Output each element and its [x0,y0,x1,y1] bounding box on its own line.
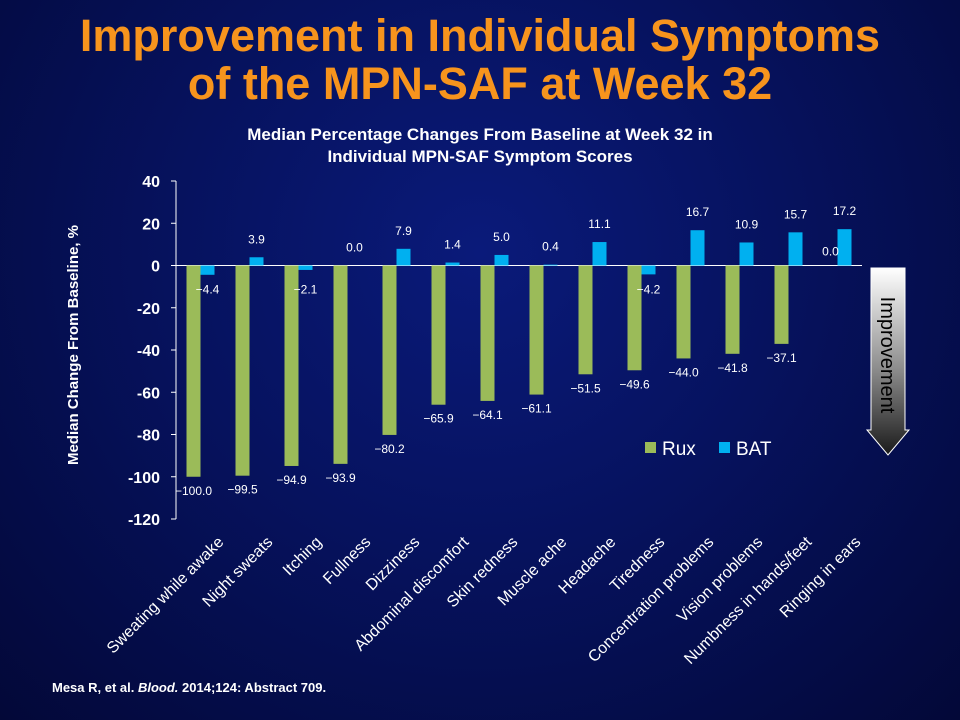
y-tick-label: -20 [137,301,160,318]
data-label-bat: 10.9 [735,217,759,231]
data-label-bat: 0.4 [542,240,559,254]
data-label-bat: −2.1 [294,283,318,297]
bar-bat [641,265,656,275]
bar-bat [445,262,460,266]
data-label-bat: 1.4 [444,238,461,252]
legend-label-rux: Rux [662,439,696,460]
data-label-bat: 15.7 [784,207,808,221]
y-tick-label: -100 [128,470,160,487]
data-label-rux: −80.2 [374,442,405,456]
y-tick-label: -120 [128,512,160,529]
y-axis-title: Median Change From Baseline, % [65,225,82,465]
data-label-rux: −93.9 [325,471,356,485]
data-label-rux: −49.6 [619,377,650,391]
bar-bat [739,242,754,266]
bar-rux [676,265,691,359]
bar-bat [690,230,705,266]
bar-bat [298,265,313,270]
bar-bat [788,232,803,266]
data-label-rux: −94.9 [276,473,307,487]
bar-bat [494,254,509,266]
data-label-rux: 0.0 [822,245,839,259]
bar-rux [774,265,789,344]
bar-rux [284,265,299,466]
data-label-bat: 11.1 [588,217,611,231]
slide-title: Improvement in Individual Symptoms of th… [0,12,960,108]
improvement-label: Improvement [876,297,898,414]
y-tick-label: 0 [151,259,160,276]
bar-rux [529,265,544,395]
y-tick-label: -80 [137,428,160,445]
slide-title-line-1: Improvement in Individual Symptoms [79,10,881,61]
data-label-bat: −4.2 [637,283,661,297]
bar-bat [200,265,215,275]
bar-rux [725,265,740,354]
chart-title: Median Percentage Changes From Baseline … [120,124,840,168]
data-label-rux: −61.1 [521,402,552,416]
chart-title-line-1: Median Percentage Changes From Baseline … [247,125,713,144]
data-label-bat: 7.9 [395,224,412,238]
data-label-rux: −41.8 [717,361,748,375]
x-tick-label: Itching [280,534,325,579]
bar-bat [837,229,852,266]
bar-bat [543,264,558,266]
citation-authors: Mesa R, et al. [52,680,138,695]
slide-title-line-2: of the MPN-SAF at Week 32 [187,58,773,109]
y-tick-label: -60 [137,385,160,402]
y-tick-label: 20 [142,216,160,233]
data-label-bat: 0.0 [346,241,363,255]
bar-rux [431,265,446,405]
data-label-rux: −99.5 [227,483,258,497]
data-label-rux: −44.0 [668,365,699,379]
data-label-bat: 3.9 [248,232,265,246]
citation-journal: Blood. [137,680,179,695]
data-label-rux: −64.1 [472,408,503,422]
y-tick-label: 40 [142,174,160,191]
legend-swatch-bat [719,442,730,453]
data-label-rux: −65.9 [423,412,454,426]
data-label-rux: −100.0 [175,484,212,498]
bar-rux [627,265,642,371]
data-label-bat: 16.7 [686,205,710,219]
data-label-bat: −4.4 [196,283,220,297]
bar-rux [480,265,495,401]
data-label-bat: 5.0 [493,230,510,244]
improvement-arrow-icon [865,267,911,456]
legend-label-bat: BAT [736,439,772,460]
x-tick-label: Vision problems [674,534,766,626]
data-label-rux: −37.1 [766,351,797,365]
y-tick-label: -40 [137,343,160,360]
bar-rux [333,265,348,464]
bar-rux [186,265,201,477]
bar-rux [382,265,397,435]
chart-title-line-2: Individual MPN-SAF Symptom Scores [327,147,633,166]
legend-swatch-rux [645,442,656,453]
bar-bat [249,257,264,266]
data-label-rux: −51.5 [570,381,601,395]
data-label-bat: 17.2 [833,204,857,218]
bar-bat [396,248,411,266]
citation-details: 2014;124: Abstract 709. [178,680,327,695]
citation-footnote: Mesa R, et al. Blood. 2014;124: Abstract… [52,680,326,695]
bar-bat [592,242,607,266]
bar-rux [578,265,593,375]
bar-rux [235,265,250,476]
